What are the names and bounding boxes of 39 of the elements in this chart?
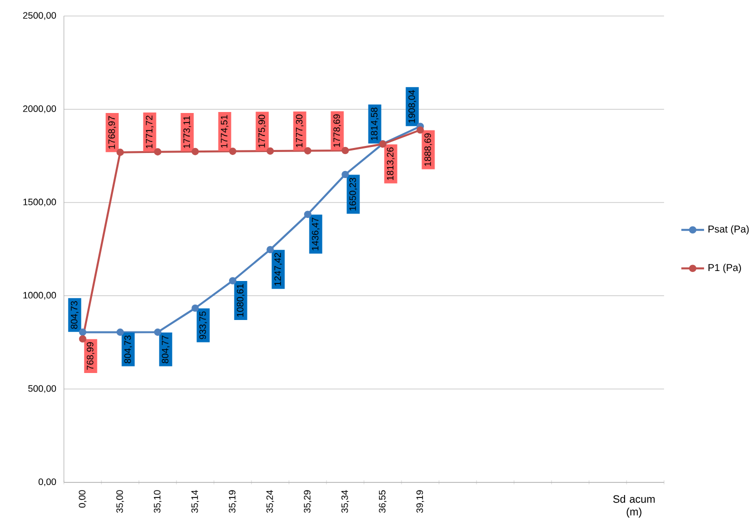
data-label: 1778,69 — [333, 114, 342, 147]
x-axis-title: Sd acum (m) — [613, 494, 655, 518]
data-label: 1436,47 — [312, 218, 320, 250]
data-label: 1814,58 — [370, 108, 379, 140]
data-label: 1773,11 — [183, 116, 192, 148]
data-label: 804,77 — [162, 336, 170, 364]
y-tick-label: 500,00 — [28, 385, 56, 393]
data-label: 933,75 — [199, 311, 208, 340]
y-tick-label: 2000,00 — [23, 105, 56, 114]
data-label: 1775,90 — [258, 114, 266, 148]
y-tick-label: 1500,00 — [23, 198, 56, 206]
y-tick-label: 1000,00 — [23, 292, 56, 300]
legend-label: Psat (Pa) — [708, 225, 749, 235]
data-label: 1771,72 — [146, 116, 154, 148]
data-label: 1768,97 — [108, 116, 116, 149]
data-label: 1080,61 — [236, 284, 245, 317]
x-tick-label: 35,29 — [304, 490, 312, 513]
x-tick-label: 39,19 — [416, 490, 424, 513]
data-label: 1908,04 — [408, 90, 416, 123]
data-label: 1774,51 — [220, 115, 229, 148]
legend-label: P1 (Pa) — [708, 264, 741, 274]
x-tick-label: 36,55 — [378, 490, 387, 513]
data-label: 1650,23 — [349, 178, 358, 210]
x-tick-label: 35,14 — [191, 490, 200, 513]
x-tick-label: 35,19 — [228, 490, 237, 513]
data-label: 1813,26 — [386, 147, 395, 180]
x-tick-label: 35,10 — [154, 490, 162, 513]
x-tick-label: 35,00 — [116, 490, 124, 513]
data-label: 1777,30 — [296, 114, 304, 148]
x-tick-label: 35,34 — [341, 490, 350, 513]
data-label: 1247,42 — [274, 253, 282, 286]
x-tick-label: 0,00 — [78, 490, 87, 508]
y-tick-label: 0,00 — [38, 478, 56, 486]
data-label: 1888,69 — [424, 133, 432, 166]
data-label: 804,73 — [70, 301, 79, 329]
x-tick-label: 35,24 — [266, 490, 274, 513]
data-label: 768,99 — [86, 342, 95, 370]
data-label: 804,73 — [124, 336, 132, 364]
y-tick-label: 2500,00 — [23, 12, 56, 20]
